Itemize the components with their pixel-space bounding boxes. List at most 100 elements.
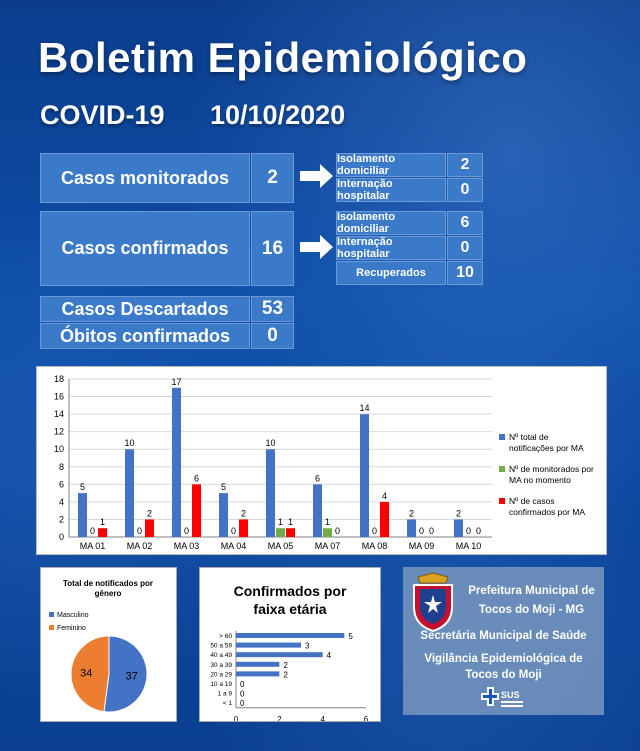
bar — [172, 387, 181, 537]
y-tick-label: 4 — [59, 497, 64, 507]
y-tick-label: 8 — [59, 462, 64, 472]
bar — [407, 519, 416, 537]
discarded-value: 53 — [251, 296, 294, 322]
city-coat-of-arms-icon — [413, 572, 453, 633]
deaths-value: 0 — [251, 323, 294, 349]
data-label: 0 — [429, 526, 434, 536]
bar — [145, 519, 154, 537]
data-label: 0 — [240, 680, 245, 689]
monitored-value: 2 — [251, 153, 294, 203]
prefeitura-panel: Prefeitura Municipal de Tocos do Moji - … — [403, 567, 604, 715]
confirmed-hospital-label: Internação hospitalar — [336, 236, 446, 260]
data-label: 1 — [288, 517, 293, 527]
bar — [78, 493, 87, 537]
covid-label: COVID-19 — [40, 100, 165, 130]
data-label: 6 — [194, 473, 199, 483]
pie-slice — [103, 635, 148, 713]
x-tick-label: MA 05 — [268, 541, 294, 551]
y-tick-label: 2 — [59, 514, 64, 524]
y-tick-label: 10 a 19 — [210, 681, 232, 688]
bar — [276, 528, 285, 537]
x-tick-label: 4 — [320, 715, 325, 721]
y-tick-label: < 1 — [223, 700, 233, 707]
data-label: 5 — [348, 632, 353, 641]
confirmed-label: Casos confirmados — [40, 211, 250, 286]
bar — [236, 661, 280, 667]
y-tick-label: 12 — [54, 427, 64, 437]
confirmed-home-isolation-value: 6 — [447, 211, 483, 235]
gender-chart-panel: Total de notificados por gênero Masculino F… — [40, 567, 177, 722]
slice-label: 34 — [80, 667, 92, 679]
bar — [380, 501, 389, 537]
data-label: 4 — [327, 651, 332, 660]
recovered-label: Recuperados — [336, 261, 446, 285]
data-label: 0 — [231, 526, 236, 536]
gender-pie-chart: Total de notificados por gênero Masculino F… — [49, 579, 153, 713]
chart-title: Confirmados por faixa etária — [234, 583, 347, 617]
data-label: 3 — [305, 642, 310, 651]
x-tick-label: MA 03 — [174, 541, 200, 551]
data-label: 10 — [265, 438, 275, 448]
data-label: 0 — [240, 699, 245, 708]
x-tick-label: MA 04 — [221, 541, 247, 551]
bulletin-date: 10/10/2020 — [210, 100, 346, 130]
monitored-home-isolation-label: Isolamento domiciliar — [336, 153, 446, 177]
data-label: 0 — [184, 526, 189, 536]
slice-label: 37 — [126, 671, 138, 683]
bar — [323, 528, 332, 537]
legend-swatch — [499, 434, 505, 440]
monitored-hospital-label: Internação hospitalar — [336, 178, 446, 202]
legend-entry: Feminino — [57, 625, 86, 632]
secretaria-label: Secretária Municipal de Saúde — [420, 630, 587, 642]
x-tick-label: MA 02 — [127, 541, 153, 551]
y-tick-label: > 60 — [219, 633, 232, 640]
chart-title: Total de notificados por gênero — [63, 579, 153, 598]
data-label: 1 — [100, 517, 105, 527]
data-label: 0 — [476, 526, 481, 536]
x-tick-label: MA 08 — [362, 541, 388, 551]
bar — [125, 449, 134, 537]
data-label: 6 — [315, 473, 320, 483]
bar — [360, 414, 369, 537]
y-tick-label: 1 a 9 — [218, 691, 233, 698]
sus-logo-text: SUS — [501, 690, 520, 700]
legend-swatch — [499, 498, 505, 504]
bar — [236, 633, 345, 638]
data-label: 0 — [240, 690, 245, 699]
sus-logo-icon: SUS — [481, 687, 523, 707]
data-label: 1 — [325, 517, 330, 527]
data-label: 0 — [419, 526, 424, 536]
data-label: 2 — [456, 508, 461, 518]
x-tick-label: 0 — [234, 715, 239, 721]
legend-swatch — [49, 612, 54, 617]
legend-swatch — [499, 466, 505, 472]
monitored-hospital-value: 0 — [447, 178, 483, 202]
data-label: 0 — [137, 526, 142, 536]
age-chart-panel: Confirmados por faixa etária 0 2 4 6 > 60 5 50 a… — [199, 567, 381, 724]
legend-swatch — [49, 625, 54, 630]
data-label: 0 — [372, 526, 377, 536]
data-label: 2 — [147, 508, 152, 518]
data-label: 17 — [171, 377, 181, 387]
y-tick-label: 16 — [54, 392, 64, 402]
bar — [236, 652, 323, 658]
y-tick-label: 10 — [54, 444, 64, 454]
x-tick-label: MA 10 — [456, 541, 482, 551]
vigilancia-line2: Tocos do Moji — [465, 669, 542, 681]
data-label: 0 — [335, 526, 340, 536]
bar — [286, 528, 295, 537]
data-label: 5 — [221, 482, 226, 492]
data-label: 5 — [80, 482, 85, 492]
data-label: 1 — [278, 517, 283, 527]
data-label: 0 — [90, 526, 95, 536]
y-tick-label: 20 a 29 — [210, 671, 232, 678]
x-tick-label: MA 09 — [409, 541, 435, 551]
y-tick-label: 40 a 49 — [210, 652, 232, 659]
page-title: Boletim Epidemiológico — [38, 34, 528, 81]
legend-entry: Nº de monitorados por MA no momento — [509, 464, 594, 485]
monitored-label: Casos monitorados — [40, 153, 250, 203]
bar — [313, 484, 322, 537]
age-bar-chart: Confirmados por faixa etária 0 2 4 6 > 60 5 50 a… — [210, 583, 368, 724]
